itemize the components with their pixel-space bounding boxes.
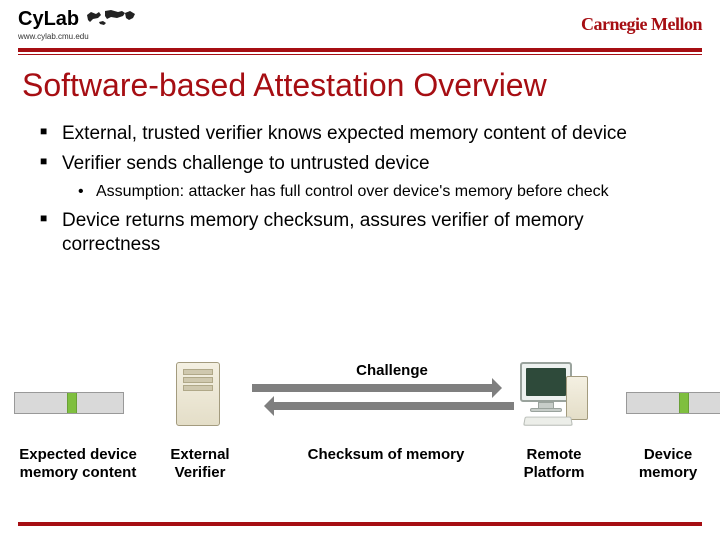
server-icon	[176, 362, 220, 426]
cylab-text: CyLab	[18, 9, 79, 29]
expected-memory-label: Expected device memory content	[8, 446, 148, 482]
slide-header: CyLab www.cylab.cmu.edu Carnegie Mellon	[0, 0, 720, 48]
sub-bullet-item: Assumption: attacker has full control ov…	[40, 182, 680, 202]
bullet-item: External, trusted verifier knows expecte…	[40, 122, 680, 146]
attestation-diagram: Challenge Checksum of memory Expected de…	[0, 362, 720, 502]
cylab-url: www.cylab.cmu.edu	[18, 33, 137, 41]
header-rule-thick	[18, 48, 702, 52]
bullet-list: External, trusted verifier knows expecte…	[0, 122, 720, 257]
desktop-pc-icon	[520, 362, 592, 426]
slide-title: Software-based Attestation Overview	[0, 55, 720, 122]
memory-stripe-icon	[67, 393, 77, 413]
world-map-icon	[85, 7, 137, 31]
memory-stripe-icon	[679, 393, 689, 413]
footer-rule	[18, 522, 702, 526]
expected-memory-bar	[14, 392, 124, 414]
external-verifier-label: External Verifier	[160, 446, 240, 482]
bullet-item: Device returns memory checksum, assures …	[40, 209, 680, 257]
challenge-arrow-icon	[252, 384, 494, 392]
remote-platform-label: Remote Platform	[508, 446, 600, 482]
cmu-wordmark: Carnegie Mellon	[581, 14, 702, 35]
bullet-item: Verifier sends challenge to untrusted de…	[40, 152, 680, 176]
device-memory-bar	[626, 392, 720, 414]
challenge-label: Challenge	[332, 362, 452, 380]
cylab-logo: CyLab www.cylab.cmu.edu	[18, 7, 137, 41]
checksum-arrow-icon	[272, 402, 514, 410]
checksum-label: Checksum of memory	[296, 446, 476, 464]
device-memory-label: Device memory	[628, 446, 708, 482]
